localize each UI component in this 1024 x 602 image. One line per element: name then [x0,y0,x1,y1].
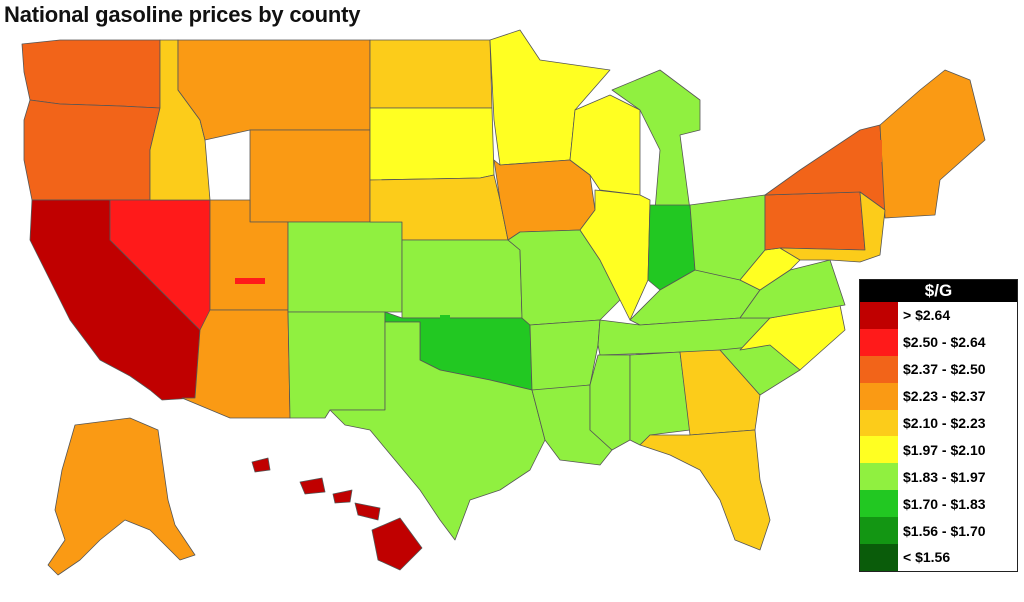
map-title: National gasoline prices by county [4,2,361,27]
state-kansas [401,239,523,319]
legend-item: $1.97 - $2.10 [860,436,1017,464]
county-hotspots [60,60,882,504]
state-oregon [23,99,161,201]
state-wyoming [249,129,371,223]
price-legend: $/G > $2.64 $2.50 - $2.64 $2.37 - $2.50 $2.… [859,279,1018,572]
legend-item: $1.83 - $1.97 [860,463,1017,491]
legend-item: $1.56 - $1.70 [860,517,1017,545]
legend-label: $1.56 - $1.70 [903,522,986,539]
state-michigan [611,69,701,211]
state-mid-atlantic [779,191,886,263]
legend-label: $2.37 - $2.50 [903,361,986,378]
state-alabama [629,351,691,446]
state-alaska [47,417,196,576]
legend-rows: > $2.64 $2.50 - $2.64 $2.37 - $2.50 $2.23 -… [860,302,1017,571]
legend-swatch [860,463,898,491]
legend-swatch [860,328,898,356]
legend-swatch [860,382,898,410]
state-pennsylvania [764,191,866,251]
state-georgia [679,349,761,436]
legend-label: $1.70 - $1.83 [903,495,986,512]
state-illinois [579,189,651,321]
state-texas [329,321,546,541]
legend-item: $2.23 - $2.37 [860,382,1017,410]
legend-swatch [860,436,898,464]
legend-swatch [860,409,898,437]
state-montana [177,39,371,141]
state-missouri [507,229,621,326]
legend-label: < $1.56 [903,549,951,566]
state-new-mexico [287,311,386,419]
state-mississippi [589,354,631,451]
state-north-dakota [369,39,493,109]
legend-item: < $1.56 [860,544,1017,571]
state-arizona [181,309,291,419]
legend-title: $/G [860,280,1017,302]
legend-item: $2.50 - $2.64 [860,328,1017,356]
legend-label: $2.10 - $2.23 [903,415,986,431]
legend-swatch [860,355,898,383]
legend-label: > $2.64 [903,307,951,324]
legend-swatch [860,517,898,545]
legend-swatch [860,544,898,571]
state-new-england [879,69,986,219]
legend-item: $1.70 - $1.83 [860,490,1017,518]
state-south-dakota [369,107,495,181]
state-florida [639,429,771,551]
state-arkansas [529,319,601,391]
legend-label: $2.50 - $2.64 [903,334,986,351]
legend-swatch [860,490,898,518]
state-hawaii [251,457,423,571]
legend-label: $2.23 - $2.37 [903,388,986,405]
legend-swatch [860,302,898,329]
legend-item: $2.37 - $2.50 [860,355,1017,383]
legend-label: $1.97 - $2.10 [903,441,986,458]
state-colorado [287,221,403,313]
state-washington [21,39,161,109]
legend-label: $1.83 - $1.97 [903,468,986,485]
legend-item: $2.10 - $2.23 [860,409,1017,437]
legend-item: > $2.64 [860,302,1017,329]
